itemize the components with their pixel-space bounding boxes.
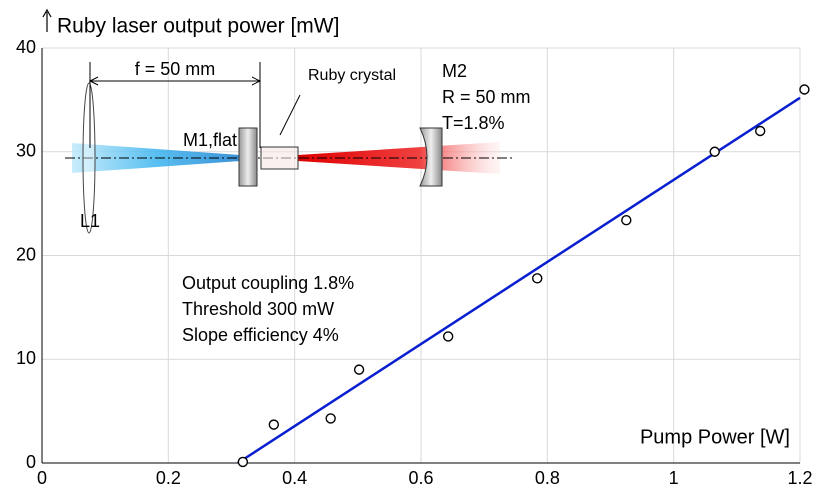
diagram-label: L1: [80, 211, 100, 231]
pointer: [279, 94, 301, 136]
x-tick-label: 1.2: [787, 468, 812, 488]
diagram-label: M2: [442, 61, 467, 81]
data-point: [709, 146, 720, 157]
diagram-label: R = 50 mm: [442, 87, 531, 107]
data-point: [532, 273, 543, 284]
data-point: [268, 419, 280, 430]
x-tick-label: 0.2: [156, 468, 181, 488]
diagram-label: M1,flat: [183, 130, 237, 150]
annotation: Threshold 300 mW: [182, 299, 334, 319]
annotation: Output coupling 1.8%: [182, 273, 354, 293]
y-tick-label: 0: [26, 452, 36, 472]
data-point: [799, 84, 810, 95]
data-point: [325, 413, 336, 424]
diagram-label: Ruby crystal: [308, 67, 396, 84]
data-point: [755, 125, 766, 137]
y-tick-label: 20: [16, 244, 36, 264]
y-tick-label: 30: [16, 141, 36, 161]
y-tick-label: 10: [16, 348, 36, 368]
mirror-m2: [419, 127, 443, 187]
x-tick-label: 1: [669, 468, 679, 488]
mirror-m1: [238, 127, 258, 187]
x-tick-label: 0.6: [408, 468, 433, 488]
crystal: [260, 146, 299, 170]
data-point: [353, 364, 365, 375]
x-tick-label: 0: [37, 468, 47, 488]
y-tick-label: 40: [16, 37, 36, 57]
data-point: [621, 215, 632, 226]
diagram-label: T=1.8%: [442, 113, 505, 133]
fit-line: [237, 96, 801, 465]
dimension-arrows: [88, 76, 262, 86]
lens: [82, 82, 96, 234]
x-tick-label: 0.4: [282, 468, 307, 488]
data-point: [237, 456, 249, 468]
annotation: Slope efficiency 4%: [182, 325, 339, 345]
resonator-diagram: f = 50 mm M1,flat Ruby crystal M2 R = 50…: [65, 59, 531, 234]
chart-title: Ruby laser output power [mW]: [57, 15, 339, 38]
x-axis-label: Pump Power [W]: [640, 426, 790, 448]
axis-arrow-head: [42, 8, 52, 18]
data-point: [442, 331, 454, 342]
grid: [41, 47, 801, 464]
diagram-label: f = 50 mm: [135, 59, 216, 79]
x-tick-label: 0.8: [535, 468, 560, 488]
